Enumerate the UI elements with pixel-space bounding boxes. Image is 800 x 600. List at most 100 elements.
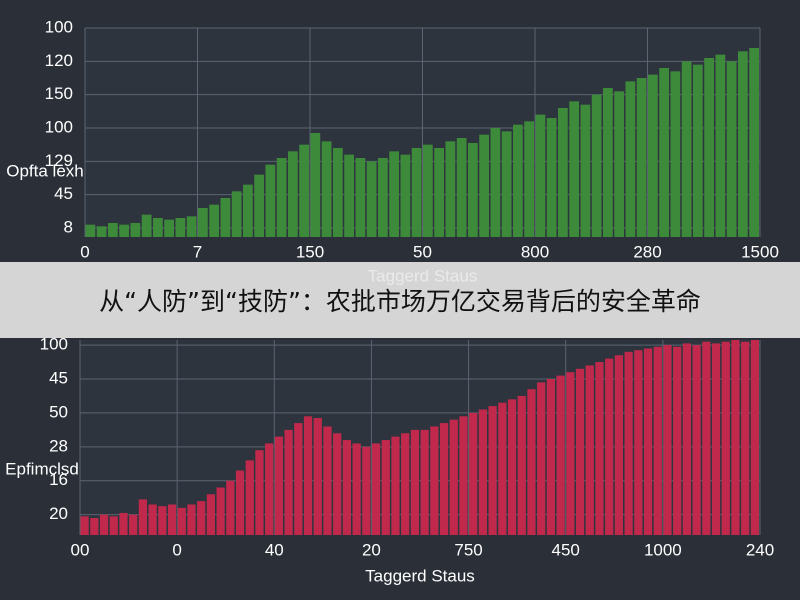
bar: [80, 516, 89, 535]
bar: [294, 423, 303, 535]
bar: [284, 429, 293, 535]
bar: [469, 412, 478, 535]
x-axis-title: Taggerd Staus: [365, 566, 475, 585]
bar: [245, 460, 254, 535]
y-tick-label: 16: [49, 470, 68, 489]
bar: [352, 443, 361, 535]
bar: [643, 348, 653, 535]
y-tick-label: 20: [49, 504, 68, 523]
x-tick-label: 20: [362, 540, 381, 559]
y-tick-label: 129: [45, 151, 73, 170]
bar: [333, 148, 343, 237]
bar: [243, 184, 253, 237]
bar: [400, 154, 411, 237]
bar: [517, 395, 526, 535]
bar: [299, 144, 309, 237]
y-axis-title: Opfta lexh: [6, 161, 84, 180]
bar: [569, 101, 579, 237]
bar: [209, 204, 219, 237]
y-tick-label: 100: [40, 335, 68, 354]
bar: [693, 64, 703, 238]
x-tick-label: 280: [633, 242, 661, 261]
bar: [119, 512, 128, 535]
bar: [663, 345, 672, 535]
bar: [490, 128, 501, 237]
bar: [411, 148, 422, 237]
bar: [653, 346, 662, 535]
bar: [366, 161, 377, 237]
bar: [585, 365, 594, 535]
bar: [741, 341, 750, 535]
bar: [636, 78, 647, 237]
bar: [410, 429, 419, 535]
bar: [507, 399, 517, 535]
bar: [254, 174, 264, 237]
y-axis-title: Epfimclsd: [5, 459, 79, 478]
bar: [198, 208, 208, 237]
bar: [605, 358, 614, 535]
bar: [313, 418, 322, 535]
y-tick-label: 100: [45, 117, 73, 136]
bar: [226, 480, 235, 535]
bar: [371, 443, 381, 535]
bar: [648, 74, 658, 238]
x-tick-label: 1000: [644, 540, 682, 559]
bar: [449, 419, 458, 535]
bar: [130, 223, 141, 237]
bar: [738, 51, 748, 238]
bar: [108, 223, 118, 237]
bar: [614, 91, 624, 237]
bar: [488, 406, 497, 535]
bar: [445, 141, 456, 237]
bar: [333, 433, 342, 535]
bar: [310, 133, 321, 237]
bar: [430, 426, 439, 535]
bar: [721, 341, 730, 535]
bar: [216, 487, 225, 535]
bar: [731, 340, 740, 535]
bar: [96, 226, 107, 237]
bar: [468, 143, 478, 237]
bar: [670, 71, 681, 237]
x-tick-label: 800: [521, 242, 549, 261]
bar: [186, 216, 197, 237]
x-tick-label: 0: [80, 242, 89, 261]
bar: [479, 134, 489, 237]
bar: [434, 148, 444, 237]
bar: [556, 375, 565, 535]
bar: [513, 124, 523, 237]
bar: [220, 198, 231, 237]
bar: [634, 350, 643, 535]
bar: [342, 440, 351, 535]
bar: [187, 504, 196, 535]
bar: [85, 224, 96, 237]
bar: [177, 507, 186, 535]
bar: [681, 61, 692, 238]
bar: [711, 343, 721, 535]
bar: [274, 436, 283, 535]
bar: [659, 68, 669, 237]
x-tick-label: 00: [71, 540, 90, 559]
bar: [704, 58, 714, 237]
bar: [501, 131, 512, 237]
bar: [321, 141, 332, 237]
bar: [255, 450, 264, 535]
x-tick-label: 50: [413, 242, 432, 261]
bar: [692, 345, 701, 535]
bar: [175, 218, 186, 237]
x-tick-label: 7: [193, 242, 202, 261]
bar: [702, 341, 711, 535]
bar: [749, 48, 759, 237]
bar: [99, 514, 109, 535]
bar: [231, 191, 242, 237]
y-tick-label: 45: [49, 368, 68, 387]
x-tick-label: 750: [454, 540, 482, 559]
bar: [141, 214, 152, 237]
banner-title: 从“人防”到“技防”：农批市场万亿交易背后的安全革命: [0, 262, 800, 338]
bar: [265, 443, 274, 535]
bar: [459, 416, 468, 535]
bar: [401, 433, 410, 535]
bar: [355, 158, 366, 237]
